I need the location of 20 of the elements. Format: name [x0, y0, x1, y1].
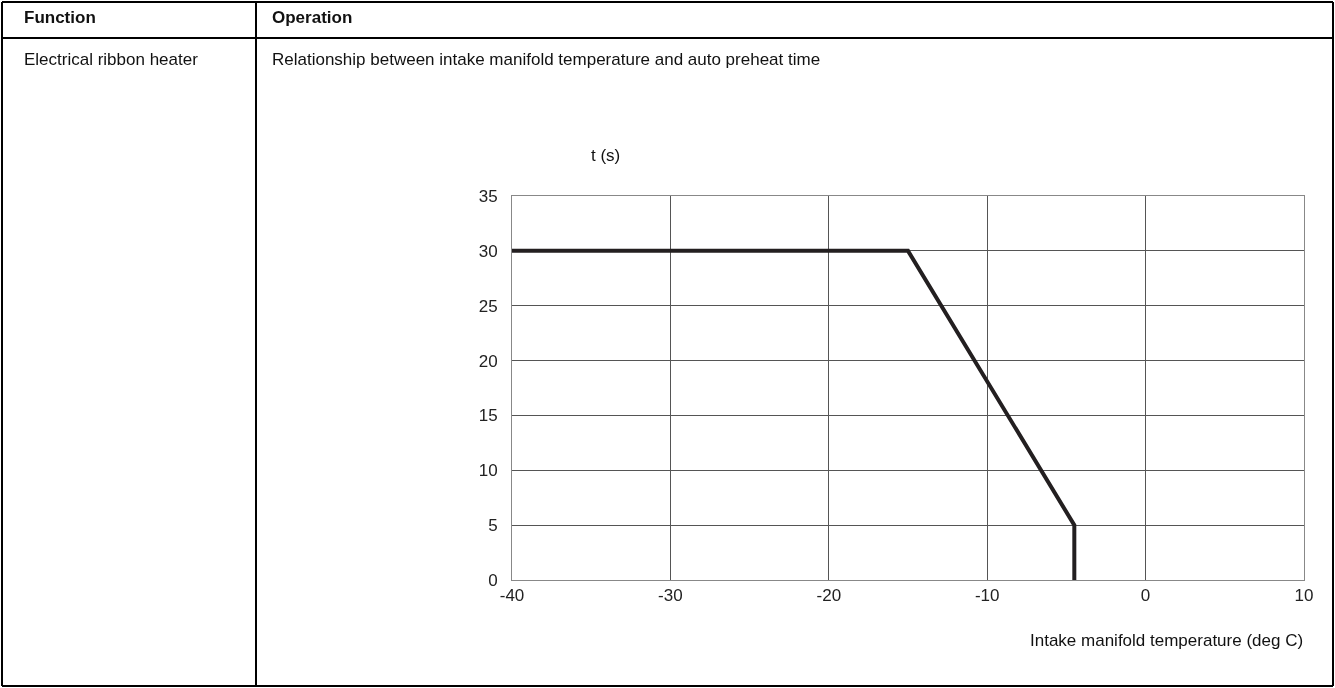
text: Electrical ribbon heater	[24, 50, 199, 69]
x-tick-label: -10	[974, 586, 1000, 606]
y-tick-label: 0	[488, 570, 498, 590]
y-tick-label: 15	[478, 406, 498, 426]
x-tick-label: -30	[658, 586, 683, 606]
y-tick-label: 25	[478, 296, 498, 316]
x-axis-title: Intake manifold temperature (deg C)	[1030, 631, 1304, 650]
text: Operation	[272, 8, 353, 27]
text: Function	[24, 8, 96, 27]
y-tick-label: 5	[488, 516, 498, 536]
y-tick-label: 20	[478, 351, 498, 371]
y-tick-label: 10	[478, 461, 498, 481]
y-tick-label: 30	[478, 241, 498, 261]
x-tick-label: 10	[1294, 586, 1314, 606]
x-tick-label: -40	[499, 586, 525, 606]
x-tick-label: -20	[816, 586, 842, 606]
x-tick-label: 0	[1140, 586, 1151, 606]
y-tick-label: 35	[478, 186, 498, 206]
y-axis-title: t (s)	[591, 146, 621, 165]
chart-title: Relationship between intake manifold temperature and auto preheat time	[272, 50, 821, 69]
